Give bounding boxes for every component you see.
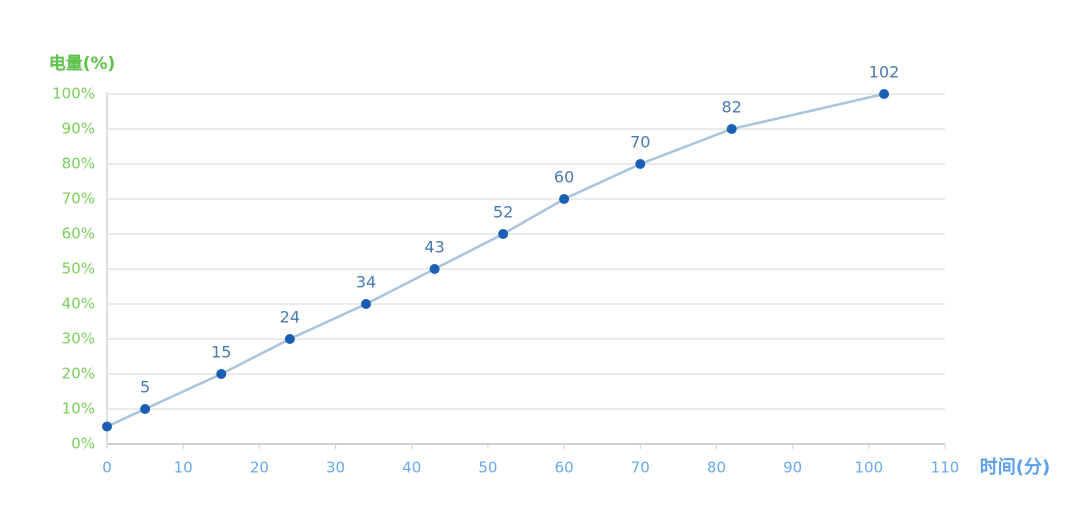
data-label: 5 [140, 378, 150, 397]
y-tick-label: 40% [62, 295, 95, 313]
x-tick-label: 70 [631, 459, 650, 477]
y-tick-label: 20% [62, 365, 95, 383]
data-label: 15 [211, 343, 231, 362]
point [726, 124, 737, 134]
point [140, 404, 151, 414]
y-tick-label: 0% [71, 435, 95, 453]
y-tick-label: 80% [62, 155, 95, 173]
x-tick-label: 110 [931, 459, 960, 477]
data-label: 82 [722, 98, 742, 117]
x-tick-label: 100 [854, 459, 883, 477]
data-label: 52 [493, 203, 513, 222]
data-label: 34 [356, 273, 376, 292]
point [361, 299, 372, 309]
y-tick-label: 10% [62, 400, 95, 418]
point [102, 421, 112, 432]
x-tick-label: 10 [174, 459, 193, 477]
point [284, 334, 295, 344]
data-label: 60 [554, 168, 574, 187]
point [879, 89, 890, 99]
x-tick-label: 50 [478, 459, 497, 477]
y-tick-label: 30% [62, 330, 95, 348]
point [216, 369, 227, 379]
data-label: 102 [869, 63, 900, 82]
x-tick-label: 0 [102, 459, 112, 477]
x-tick-label: 90 [783, 459, 802, 477]
y-tick-label: 100% [52, 85, 95, 103]
y-tick-label: 70% [62, 190, 95, 208]
y-axis-label: 电量(%) [49, 53, 116, 74]
point [429, 264, 440, 274]
y-tick-label: 60% [62, 225, 95, 243]
point [635, 159, 646, 169]
y-tick-label: 90% [62, 120, 95, 138]
x-tick-label: 40 [402, 459, 421, 477]
x-tick-label: 20 [250, 459, 269, 477]
data-label: 70 [630, 133, 650, 152]
point [559, 194, 570, 204]
x-tick-label: 80 [707, 459, 726, 477]
x-tick-label: 60 [555, 459, 574, 477]
x-axis-label: 时间(分) [980, 457, 1050, 478]
data-label: 43 [424, 238, 444, 257]
x-tick-label: 30 [326, 459, 345, 477]
y-tick-label: 50% [62, 260, 95, 278]
point [498, 229, 509, 239]
data-label: 24 [280, 308, 300, 327]
